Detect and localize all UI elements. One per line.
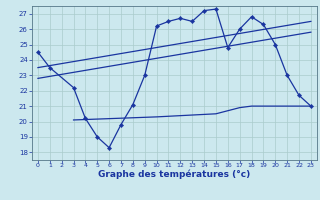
X-axis label: Graphe des températures (°c): Graphe des températures (°c)	[98, 170, 251, 179]
